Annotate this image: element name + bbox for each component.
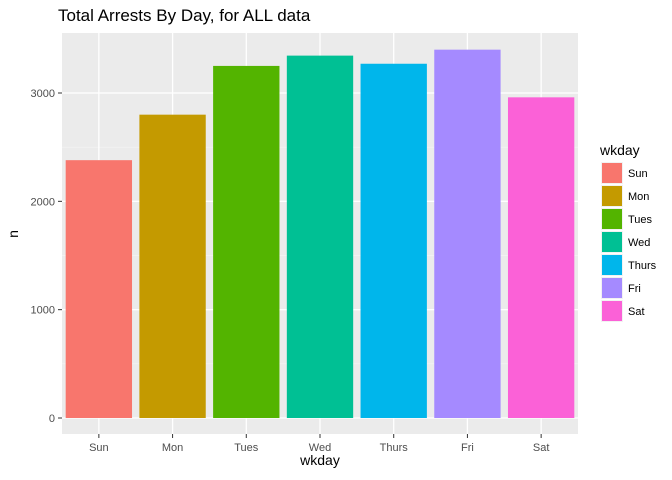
legend-title: wkday [599,142,640,158]
bar-thurs [360,63,427,418]
x-tick-label: Wed [309,442,331,454]
bar-mon [139,114,206,419]
y-tick-label: 0 [49,413,55,425]
y-tick-label: 1000 [31,305,55,317]
x-tick-label: Tues [234,442,259,454]
legend-label-sun: Sun [628,168,648,180]
bar-wed [286,55,354,418]
legend-swatch-wed [602,232,622,252]
legend-label-tues: Tues [628,214,653,226]
bar-tues [213,65,280,419]
legend-swatch-tues [602,209,622,229]
legend-swatch-sat [602,301,622,321]
legend-label-mon: Mon [628,191,649,203]
y-axis-ticks: 0 1000 2000 3000 [31,88,62,425]
legend-label-sat: Sat [628,306,645,318]
x-tick-label: Mon [162,442,183,454]
bar-sun [65,160,133,418]
bars [65,49,575,419]
bar-fri [434,49,501,419]
x-tick-label: Sun [89,442,109,454]
y-tick-label: 2000 [31,196,55,208]
x-tick-label: Thurs [380,442,409,454]
y-tick-label: 3000 [31,88,55,100]
legend-swatch-sun [602,163,622,183]
chart-title: Total Arrests By Day, for ALL data [58,6,311,25]
bar-sat [507,97,575,418]
legend-label-fri: Fri [628,283,641,295]
x-axis-title: wkday [299,452,340,468]
legend-swatch-mon [602,186,622,206]
x-axis-ticks: Sun Mon Tues Wed Thurs Fri Sat [89,434,549,454]
legend: wkday Sun Mon Tues Wed Thurs Fri Sat [599,142,657,322]
legend-label-thurs: Thurs [628,260,657,272]
legend-swatch-thurs [602,255,622,275]
legend-label-wed: Wed [628,237,650,249]
legend-swatch-fri [602,278,622,298]
x-tick-label: Sat [533,442,550,454]
y-axis-title: n [5,230,21,238]
x-tick-label: Fri [461,442,474,454]
